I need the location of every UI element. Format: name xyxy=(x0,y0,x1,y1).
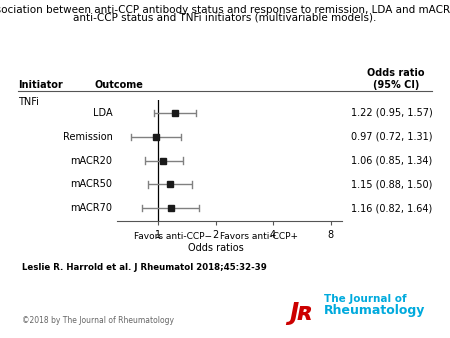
Text: LDA: LDA xyxy=(93,108,112,118)
Text: Outcome: Outcome xyxy=(94,79,144,90)
Text: Association between anti-CCP antibody status and response to remission, LDA and : Association between anti-CCP antibody st… xyxy=(0,5,450,15)
Text: 1.22 (0.95, 1.57): 1.22 (0.95, 1.57) xyxy=(351,108,433,118)
Text: Odds ratio
(95% CI): Odds ratio (95% CI) xyxy=(367,68,425,90)
Text: 1.06 (0.85, 1.34): 1.06 (0.85, 1.34) xyxy=(351,155,432,166)
Text: Remission: Remission xyxy=(63,132,112,142)
Text: 1.16 (0.82, 1.64): 1.16 (0.82, 1.64) xyxy=(351,203,432,213)
Text: mACR50: mACR50 xyxy=(71,179,112,189)
Text: mACR70: mACR70 xyxy=(71,203,112,213)
Text: 1.15 (0.88, 1.50): 1.15 (0.88, 1.50) xyxy=(351,179,432,189)
Text: ©2018 by The Journal of Rheumatology: ©2018 by The Journal of Rheumatology xyxy=(22,316,175,325)
Text: The Journal of: The Journal of xyxy=(324,294,407,304)
Text: Initiator: Initiator xyxy=(18,79,63,90)
Text: Favors anti-CCP−: Favors anti-CCP− xyxy=(134,232,212,241)
Text: Rheumatology: Rheumatology xyxy=(324,304,425,317)
Text: Jʀ: Jʀ xyxy=(289,300,314,325)
Text: TNFi: TNFi xyxy=(18,97,39,107)
Text: anti-CCP status and TNFi initiators (multivariable models).: anti-CCP status and TNFi initiators (mul… xyxy=(73,13,377,23)
Text: Leslie R. Harrold et al. J Rheumatol 2018;45:32-39: Leslie R. Harrold et al. J Rheumatol 201… xyxy=(22,263,267,272)
Text: Favors anti-CCP+: Favors anti-CCP+ xyxy=(220,232,298,241)
Text: Odds ratios: Odds ratios xyxy=(188,243,244,254)
Text: mACR20: mACR20 xyxy=(71,155,112,166)
Text: 0.97 (0.72, 1.31): 0.97 (0.72, 1.31) xyxy=(351,132,432,142)
